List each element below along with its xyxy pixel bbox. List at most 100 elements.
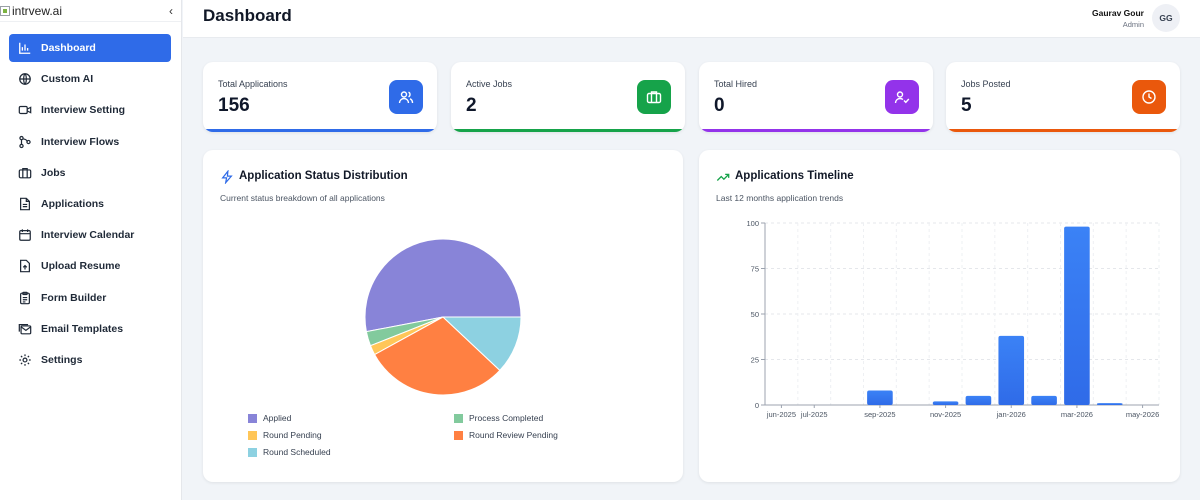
bar-jan-2026[interactable] [998,335,1025,405]
logo[interactable]: intrvew.ai [0,4,62,18]
sidebar-item-label: Email Templates [41,322,124,335]
bar-feb-2026[interactable] [1031,395,1057,405]
pie-chart [364,238,522,396]
sidebar-item-label: Dashboard [41,42,96,54]
clock-icon [1132,80,1166,114]
briefcase-icon [18,166,32,180]
stat-accent-bar [451,129,685,132]
sidebar-item-interview-flows[interactable]: Interview Flows [9,128,171,156]
sidebar-item-custom-ai[interactable]: Custom AI [9,65,171,93]
status-distribution-card: Application Status Distribution Current … [203,150,683,482]
legend-label: Applied [263,413,292,423]
sidebar-item-label: Jobs [41,166,66,179]
sidebar-item-label: Custom AI [41,73,94,86]
legend-item[interactable]: Round Scheduled [248,446,454,458]
user-name: Gaurav Gour [1092,7,1144,18]
legend-item[interactable]: Round Pending [248,429,454,441]
chart-title: Application Status Distribution [239,170,408,182]
sidebar-item-label: Upload Resume [41,260,121,273]
header: Dashboard Gaurav Gour Admin GG [183,0,1200,38]
sidebar-item-settings[interactable]: Settings [9,346,171,374]
y-tick-label: 0 [755,401,759,410]
bar-chart: 0 25 50 75 100 jun-2025 jul-2025 sep-2025 nov-20… [746,219,1160,419]
legend-item[interactable]: Round Review Pending [454,429,654,441]
sidebar-item-label: Interview Setting [41,104,126,117]
stat-card-jobs-posted: Jobs Posted 5 [946,62,1180,132]
flow-icon [18,135,32,149]
avatar[interactable]: GG [1152,4,1180,32]
bar-mar-2026[interactable] [1064,226,1090,405]
pie-legend: Applied Process Completed Round Pending Rou… [248,412,668,458]
sidebar-item-label: Interview Calendar [41,229,135,242]
sidebar-item-applications[interactable]: Applications [9,190,171,218]
sidebar-item-interview-calendar[interactable]: Interview Calendar [9,221,171,249]
legend-item[interactable]: Applied [248,412,454,424]
user-role: Admin [1122,19,1144,29]
collapse-sidebar-icon[interactable]: ‹ [169,3,173,18]
legend-swatch [248,413,257,423]
clipboard-icon [18,291,32,305]
sidebar-item-label: Form Builder [41,291,107,304]
stat-label: Total Applications [218,79,288,89]
legend-label: Process Completed [469,413,544,423]
stat-label: Jobs Posted [961,79,1011,89]
user-check-icon [885,80,919,114]
stat-card-total-hired: Total Hired 0 [699,62,933,132]
stat-label: Total Hired [714,79,758,89]
sidebar-item-jobs[interactable]: Jobs [9,159,171,187]
sidebar-nav: Dashboard Custom AI Interview Setting In… [0,22,181,374]
bar-apr-2026[interactable] [1096,403,1123,405]
chart-subtitle: Last 12 months application trends [716,193,844,203]
sidebar-item-interview-setting[interactable]: Interview Setting [9,96,171,124]
y-tick-label: 100 [746,219,759,228]
bar-sep-2025[interactable] [867,390,893,405]
user-info: Gaurav Gour Admin [1092,8,1144,29]
page-title: Dashboard [203,6,292,25]
bar-chart-icon [18,41,32,55]
lightning-icon [221,170,233,184]
sidebar-item-email-templates[interactable]: Email Templates [9,315,171,343]
legend-label: Round Scheduled [263,447,331,457]
legend-swatch [248,430,257,440]
stat-card-total-applications: Total Applications 156 [203,62,437,132]
x-tick-label: jan-2026 [996,410,1026,419]
broken-image-icon [0,5,10,16]
legend-label: Round Pending [263,430,322,440]
upload-file-icon [18,259,32,273]
y-tick-label: 50 [751,310,759,319]
user-menu[interactable]: Gaurav Gour Admin GG [1092,4,1180,32]
sidebar-item-form-builder[interactable]: Form Builder [9,284,171,312]
pie-slice-applied[interactable] [364,238,522,333]
pie-slice-round-scheduled[interactable] [441,316,522,372]
legend-swatch [454,430,463,440]
sidebar-item-label: Applications [41,197,105,210]
calendar-icon [18,228,32,242]
bar-nov-2025[interactable] [932,401,959,405]
legend-swatch [248,447,257,457]
stat-value: 2 [466,95,477,116]
globe-icon [18,72,32,86]
users-icon [389,80,423,114]
video-icon [18,103,32,117]
applications-timeline-card: Applications Timeline Last 12 months app… [699,150,1180,482]
x-tick-label: mar-2026 [1061,410,1093,419]
y-tick-label: 75 [751,265,759,274]
stat-value: 5 [961,95,972,116]
logo-row: intrvew.ai ‹ [0,0,181,22]
pie-slice-round-review-pending[interactable] [373,316,501,396]
x-tick-label: nov-2025 [930,410,961,419]
sidebar-item-upload-resume[interactable]: Upload Resume [9,252,171,280]
legend-swatch [454,413,463,423]
legend-item[interactable]: Process Completed [454,412,654,424]
logo-text: intrvew.ai [12,3,63,18]
x-tick-label: jul-2025 [800,410,828,419]
stat-accent-bar [699,129,933,132]
bar-dec-2025[interactable] [965,395,992,405]
briefcase-icon [637,80,671,114]
mail-stack-icon [18,322,32,336]
document-icon [18,197,32,211]
x-tick-label: jun-2025 [766,410,796,419]
trending-up-icon [716,173,730,181]
sidebar-item-label: Interview Flows [41,135,120,148]
sidebar-item-dashboard[interactable]: Dashboard [9,34,171,62]
